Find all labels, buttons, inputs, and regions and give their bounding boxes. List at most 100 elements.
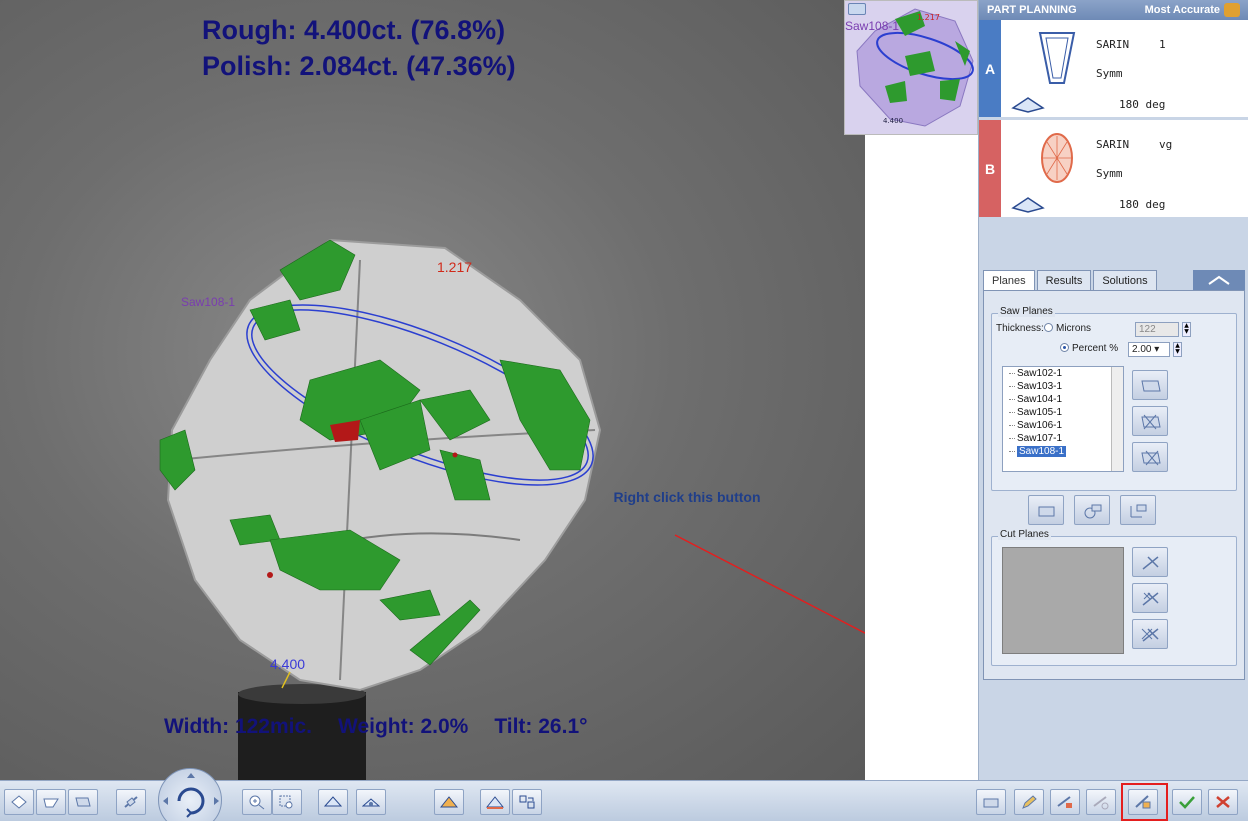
polish-weight-label: Polish: 2.084ct. (47.36%) <box>202 51 516 81</box>
diamond-side-icon <box>43 798 59 808</box>
saw-view-icon <box>75 797 91 807</box>
swap-view-button[interactable] <box>512 789 542 815</box>
table-view-icon[interactable] <box>1011 96 1045 114</box>
cut-tool-icon <box>1057 796 1072 808</box>
table-view-button[interactable] <box>318 789 348 815</box>
table-view-icon[interactable] <box>1011 196 1045 214</box>
saw-add-icon <box>1141 380 1161 392</box>
saw-mode-button[interactable] <box>976 789 1006 815</box>
list-item[interactable]: Saw102-1 <box>1003 367 1123 380</box>
plan-view-button[interactable] <box>480 789 510 815</box>
saw-plane-tool-icon <box>1135 795 1151 809</box>
saw-planes-group: Saw Planes Thickness: Microns 122 ▲ ▼ Per… <box>991 306 1237 491</box>
pavilion-view-button[interactable] <box>356 789 386 815</box>
saw-stats: Width: 122mic. Weight: 2.0% Tilt: 26.1° <box>164 715 588 739</box>
saw-plane-tool-button[interactable] <box>1128 789 1158 815</box>
delete-all-cut-planes-button[interactable] <box>1132 619 1168 649</box>
stone-color-button[interactable] <box>434 789 464 815</box>
saw-tool-button-3[interactable] <box>1120 495 1156 525</box>
accuracy-mode-label: Most Accurate <box>1144 3 1220 16</box>
zoom-in-icon <box>249 795 265 810</box>
collapse-panel-button[interactable] <box>1193 270 1245 290</box>
saw-plane-list[interactable]: Saw102-1 Saw103-1 Saw104-1 Saw105-1 Saw1… <box>1002 366 1124 472</box>
oval-cut-icon <box>1041 133 1073 183</box>
zoom-region-button[interactable] <box>272 789 302 815</box>
solution-card-a[interactable]: A SARIN 1 Symm 180 deg <box>979 20 1248 120</box>
solution-symmetry: Symm <box>1096 67 1123 80</box>
inclusion-toggle-icon <box>124 796 138 808</box>
delete-all-saw-planes-button[interactable] <box>1132 442 1168 472</box>
panel-tabs: Planes Results Solutions <box>983 268 1245 290</box>
solution-brand: SARIN <box>1096 138 1130 151</box>
diamond-top-icon <box>11 795 27 809</box>
view-top-button[interactable] <box>4 789 34 815</box>
microns-label: Microns <box>1056 323 1092 334</box>
thumbnail-dim-bottom: 4.400 <box>883 117 904 125</box>
percent-value: 2.00 <box>1132 344 1152 355</box>
solution-symmetry: Symm <box>1096 167 1123 180</box>
thumbnail-preview[interactable]: Saw108-1 1.217 4.400 <box>844 0 978 135</box>
tab-planes[interactable]: Planes <box>983 270 1035 290</box>
callout-arrow <box>674 534 865 634</box>
microns-spinner[interactable]: ▲ ▼ <box>1182 322 1191 337</box>
hide-inclusions-button[interactable] <box>116 789 146 815</box>
rough-weight-label: Rough: 4.400ct. (76.8%) <box>202 15 506 45</box>
list-item-selected[interactable]: Saw108-1 <box>1003 445 1123 458</box>
checkmark-icon <box>1179 796 1195 809</box>
rotate-icon <box>163 773 219 818</box>
saw-width-label: Width: 122mic. <box>164 715 313 738</box>
3d-viewport[interactable]: Rough: 4.400ct. (76.8%) Polish: 2.084ct.… <box>0 0 865 780</box>
saw-tool-button-2[interactable] <box>1074 495 1110 525</box>
list-item[interactable]: Saw107-1 <box>1003 432 1123 445</box>
saw-plane-label: Saw108-1 <box>181 295 236 309</box>
percent-label: Percent % <box>1072 343 1119 354</box>
cut-add-icon <box>1142 556 1159 570</box>
microns-input[interactable]: 122 <box>1135 322 1179 337</box>
saw-tool-button-1[interactable] <box>1028 495 1064 525</box>
list-item[interactable]: Saw105-1 <box>1003 406 1123 419</box>
cancel-button[interactable] <box>1208 789 1238 815</box>
percent-radio[interactable]: Percent % <box>1060 343 1118 354</box>
delete-cut-plane-button[interactable] <box>1132 583 1168 613</box>
list-item[interactable]: Saw104-1 <box>1003 393 1123 406</box>
right-panel: PART PLANNING Most Accurate A SARIN 1 Sy… <box>978 0 1248 780</box>
emerald-cut-icon <box>1038 32 1076 84</box>
swap-icon <box>519 795 535 809</box>
solution-rotation: 180 deg <box>1119 198 1166 211</box>
saw-blade-icon <box>983 798 999 808</box>
accuracy-menu-icon[interactable] <box>1224 3 1240 17</box>
disabled-tool-button[interactable] <box>1086 789 1116 815</box>
view-side-button[interactable] <box>36 789 66 815</box>
add-saw-plane-button[interactable] <box>1132 370 1168 400</box>
percent-input[interactable]: 2.00 ▾ <box>1128 342 1170 357</box>
list-item[interactable]: Saw103-1 <box>1003 380 1123 393</box>
highlighted-button-frame <box>1121 783 1168 821</box>
dimension-label-top: 1.217 <box>437 259 473 275</box>
add-cut-plane-button[interactable] <box>1132 547 1168 577</box>
tab-results[interactable]: Results <box>1036 270 1092 290</box>
cut-planes-list[interactable] <box>1002 547 1124 654</box>
view-saw-button[interactable] <box>68 789 98 815</box>
list-item[interactable]: Saw106-1 <box>1003 419 1123 432</box>
edit-plane-button[interactable] <box>1014 789 1044 815</box>
thumbnail-gem <box>856 8 974 127</box>
saw-tilt-label: Tilt: 26.1° <box>494 715 588 738</box>
solution-rotation: 180 deg <box>1119 98 1166 111</box>
stone-holder <box>238 692 366 780</box>
list-scrollbar[interactable] <box>1111 367 1123 471</box>
zoom-in-button[interactable] <box>242 789 272 815</box>
cut-tool-button[interactable] <box>1050 789 1080 815</box>
thumbnail-camera-icon[interactable] <box>848 3 866 15</box>
cut-delete-all-icon <box>1141 628 1159 642</box>
saw-delete-icon <box>1141 414 1161 430</box>
saw-tool-icon <box>1038 506 1055 517</box>
solution-card-b[interactable]: B SARIN vg Symm 180 deg <box>979 120 1248 220</box>
tab-solutions[interactable]: Solutions <box>1093 270 1157 290</box>
solution-tag: B <box>979 120 1001 217</box>
accept-button[interactable] <box>1172 789 1202 815</box>
navigation-wheel[interactable] <box>158 768 222 821</box>
microns-radio[interactable]: Microns <box>1044 323 1091 334</box>
percent-spinner[interactable]: ▲ ▼ <box>1173 342 1182 357</box>
saw-delete-all-icon <box>1141 450 1161 466</box>
delete-saw-plane-button[interactable] <box>1132 406 1168 436</box>
